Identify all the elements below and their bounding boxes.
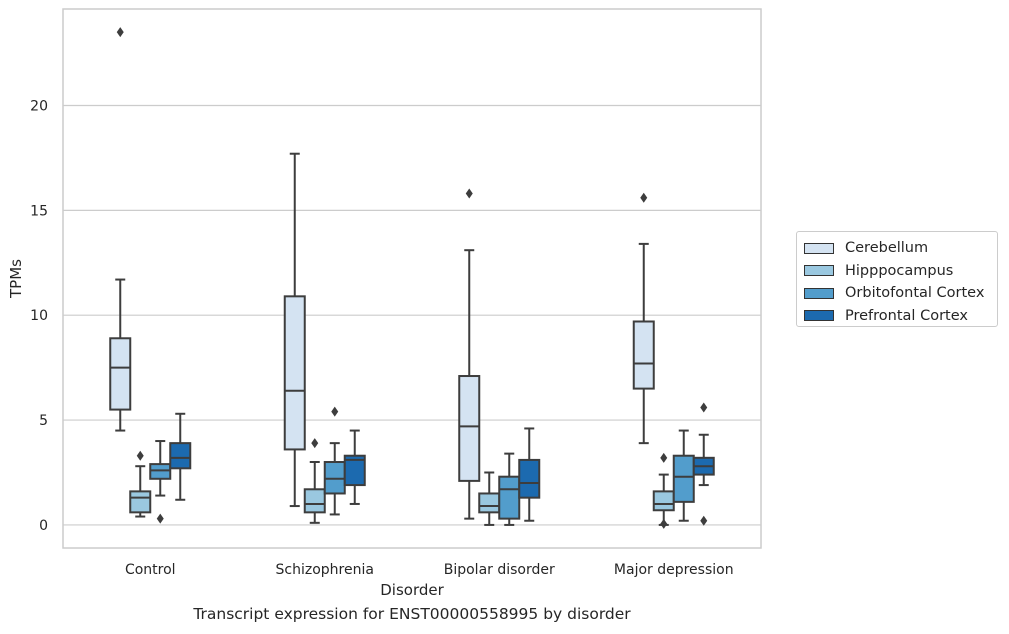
box-prefrontal-cortex bbox=[343, 429, 366, 505]
legend-item: Orbitofontal Cortex bbox=[804, 282, 997, 305]
y-tick-labels: 0 5 10 15 20 bbox=[30, 98, 48, 533]
box-iqr bbox=[129, 490, 152, 514]
box-iqr bbox=[169, 442, 192, 470]
box-hipppocampus bbox=[478, 471, 501, 526]
box-prefrontal-cortex bbox=[169, 412, 192, 501]
y-tick-label: 20 bbox=[30, 98, 48, 114]
box-iqr bbox=[652, 490, 675, 512]
box-cerebellum bbox=[632, 192, 655, 445]
outlier-point bbox=[640, 192, 648, 203]
legend-label: Prefrontal Cortex bbox=[845, 307, 968, 324]
box-iqr bbox=[518, 458, 541, 499]
y-tick-label: 0 bbox=[39, 518, 48, 534]
box-orbitofontal-cortex bbox=[149, 440, 172, 524]
box-prefrontal-cortex bbox=[518, 427, 541, 522]
x-tick-label: Control bbox=[125, 562, 176, 578]
figure-caption: Transcript expression for ENST0000055899… bbox=[193, 605, 631, 623]
x-tick-label: Major depression bbox=[614, 562, 734, 578]
legend: Cerebellum Hipppocampus Orbitofontal Corte… bbox=[796, 231, 998, 327]
outlier-point bbox=[660, 452, 668, 463]
box-orbitofontal-cortex bbox=[323, 406, 346, 516]
box-iqr bbox=[343, 454, 366, 487]
outlier-point bbox=[700, 402, 708, 413]
outlier-point bbox=[660, 518, 668, 529]
x-tick-label: Bipolar disorder bbox=[444, 562, 555, 578]
y-tick-label: 15 bbox=[30, 203, 48, 219]
x-tick-label: Schizophrenia bbox=[276, 562, 374, 578]
outlier-point bbox=[156, 513, 164, 524]
legend-label: Orbitofontal Cortex bbox=[845, 285, 985, 302]
legend-label: Cerebellum bbox=[845, 240, 929, 257]
box-cerebellum bbox=[109, 27, 132, 432]
box-hipppocampus bbox=[129, 450, 152, 518]
box-orbitofontal-cortex bbox=[498, 452, 521, 526]
box-cerebellum bbox=[283, 152, 306, 508]
box-iqr bbox=[283, 295, 306, 451]
box-iqr bbox=[303, 488, 326, 514]
box-iqr bbox=[149, 463, 172, 480]
legend-swatch bbox=[804, 287, 834, 299]
legend-item: Cerebellum bbox=[804, 237, 997, 260]
box-orbitofontal-cortex bbox=[672, 429, 695, 522]
legend-item: Hipppocampus bbox=[804, 260, 997, 283]
legend-swatch bbox=[804, 310, 834, 322]
y-tick-label: 5 bbox=[39, 413, 48, 429]
box-prefrontal-cortex bbox=[692, 402, 715, 526]
outlier-point bbox=[700, 515, 708, 526]
outlier-point bbox=[116, 27, 124, 38]
outlier-point bbox=[136, 450, 144, 461]
box-iqr bbox=[632, 320, 655, 390]
y-axis-label: TPMs bbox=[7, 259, 25, 299]
legend-item: Prefrontal Cortex bbox=[804, 305, 997, 328]
legend-label: Hipppocampus bbox=[845, 262, 954, 279]
box-hipppocampus bbox=[303, 438, 326, 524]
box-iqr bbox=[323, 461, 346, 495]
outlier-point bbox=[465, 188, 473, 199]
box-iqr bbox=[109, 337, 132, 411]
box-cerebellum bbox=[458, 188, 481, 520]
legend-swatch bbox=[804, 265, 834, 277]
box-iqr bbox=[458, 375, 481, 482]
y-tick-label: 10 bbox=[30, 308, 48, 324]
box-iqr bbox=[672, 454, 695, 503]
box-iqr bbox=[478, 492, 501, 514]
boxes bbox=[109, 27, 715, 529]
legend-swatch bbox=[804, 242, 834, 254]
outlier-point bbox=[311, 438, 319, 449]
x-tick-labels: Control Schizophrenia Bipolar disorder Majo… bbox=[125, 562, 734, 578]
x-axis-label: Disorder bbox=[380, 581, 444, 599]
outlier-point bbox=[331, 406, 339, 417]
box-iqr bbox=[498, 475, 521, 520]
